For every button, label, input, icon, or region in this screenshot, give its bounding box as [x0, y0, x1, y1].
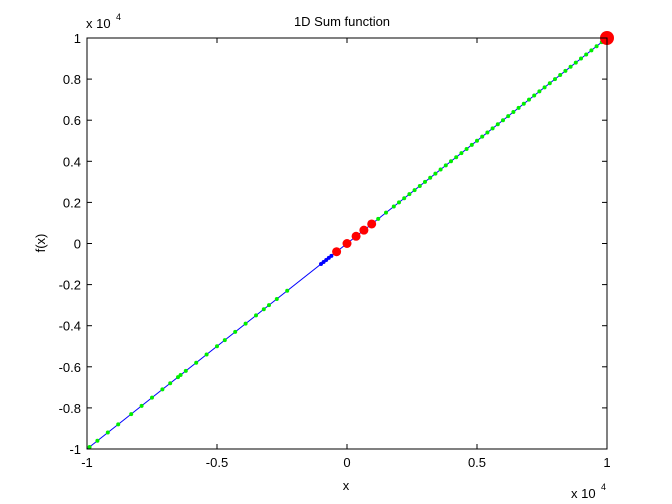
data-point [516, 105, 521, 110]
data-point [267, 303, 271, 308]
data-point [584, 52, 589, 57]
data-point [527, 97, 531, 102]
data-point [274, 296, 279, 301]
x-tick-label: -1 [81, 455, 93, 470]
data-point [329, 253, 334, 258]
y-tick-label: -1 [69, 442, 81, 457]
x-multiplier-exponent: 4 [601, 482, 606, 492]
data-point [459, 151, 464, 156]
y-tick-label: -0.6 [59, 360, 81, 375]
data-point [553, 77, 557, 82]
data-point [391, 204, 396, 209]
data-point [454, 155, 459, 160]
data-point [563, 68, 568, 73]
data-point [194, 360, 199, 365]
data-point [506, 114, 511, 119]
data-point [589, 48, 594, 53]
y-tick-label: -0.2 [59, 278, 81, 293]
y-tick-label: -0.4 [59, 319, 81, 334]
data-point [449, 159, 453, 164]
data-point [433, 171, 438, 176]
x-axis-multiplier: x 10 4 [571, 482, 606, 501]
data-point [367, 219, 377, 229]
y-multiplier-exponent: 4 [116, 12, 121, 22]
data-point [376, 216, 381, 221]
data-point [139, 403, 144, 408]
data-point [243, 321, 248, 326]
data-point [129, 412, 134, 417]
data-point [485, 130, 490, 135]
y-tick-label: 0.2 [63, 195, 81, 210]
data-point [501, 118, 505, 123]
data-point [261, 307, 266, 312]
data-point [160, 387, 165, 392]
data-point [332, 247, 342, 257]
y-axis-multiplier: x 10 4 [86, 12, 121, 31]
data-point [443, 163, 448, 168]
y-tick-label: 0.6 [63, 113, 81, 128]
data-point [233, 329, 238, 334]
data-point [532, 93, 537, 98]
x-tick-label: 1 [603, 455, 610, 470]
data-point [464, 146, 469, 151]
y-multiplier-base: x 10 [86, 16, 111, 31]
plot-area [86, 31, 614, 450]
data-point [222, 338, 227, 343]
data-point [558, 72, 563, 77]
data-point [178, 373, 183, 378]
data-point [359, 225, 369, 235]
data-point [95, 438, 100, 443]
x-tick-label: -0.5 [206, 455, 228, 470]
data-point [521, 101, 526, 106]
data-point [469, 142, 474, 147]
y-tick-label: 1 [74, 31, 81, 46]
data-point [254, 313, 258, 318]
data-point [495, 122, 500, 127]
data-point [412, 188, 417, 193]
data-point [547, 81, 552, 86]
data-point [402, 196, 407, 201]
data-point [150, 395, 154, 400]
axis-ticks: -1 -0.5 0 0.5 1 -1 -0.8 -0.6 -0.4 -0.2 0 0.2 0.4 0.6 0… [59, 31, 611, 470]
data-point [168, 381, 173, 386]
x-tick-label: 0 [343, 455, 350, 470]
y-tick-label: 0.4 [63, 154, 81, 169]
x-multiplier-base: x 10 [571, 486, 596, 501]
data-point [480, 134, 485, 139]
data-point [87, 444, 92, 449]
x-axis-label: x [343, 478, 350, 493]
data-point [417, 183, 422, 188]
data-point [351, 231, 361, 241]
data-point [116, 422, 121, 427]
data-point [215, 344, 219, 349]
data-point [397, 200, 401, 205]
data-point [511, 109, 516, 114]
data-point [438, 167, 443, 172]
y-tick-label: -0.8 [59, 401, 81, 416]
data-point [568, 64, 573, 69]
data-point [573, 60, 578, 65]
data-point [105, 430, 110, 435]
data-point [542, 85, 547, 90]
data-point [423, 179, 427, 184]
data-point [475, 138, 479, 143]
chart-title: 1D Sum function [294, 14, 390, 29]
data-point [490, 126, 495, 131]
data-point [384, 210, 388, 215]
data-point [183, 368, 188, 373]
data-point [407, 192, 412, 197]
data-point [594, 44, 599, 49]
x-tick-label: 0.5 [468, 455, 486, 470]
y-tick-label: 0 [74, 237, 81, 252]
data-point [537, 89, 542, 94]
data-point [579, 56, 583, 61]
y-axis-label: f(x) [33, 234, 48, 253]
data-point [342, 239, 352, 248]
data-point [204, 352, 209, 357]
y-tick-label: 0.8 [63, 72, 81, 87]
data-point [428, 175, 433, 180]
data-point [285, 288, 290, 293]
